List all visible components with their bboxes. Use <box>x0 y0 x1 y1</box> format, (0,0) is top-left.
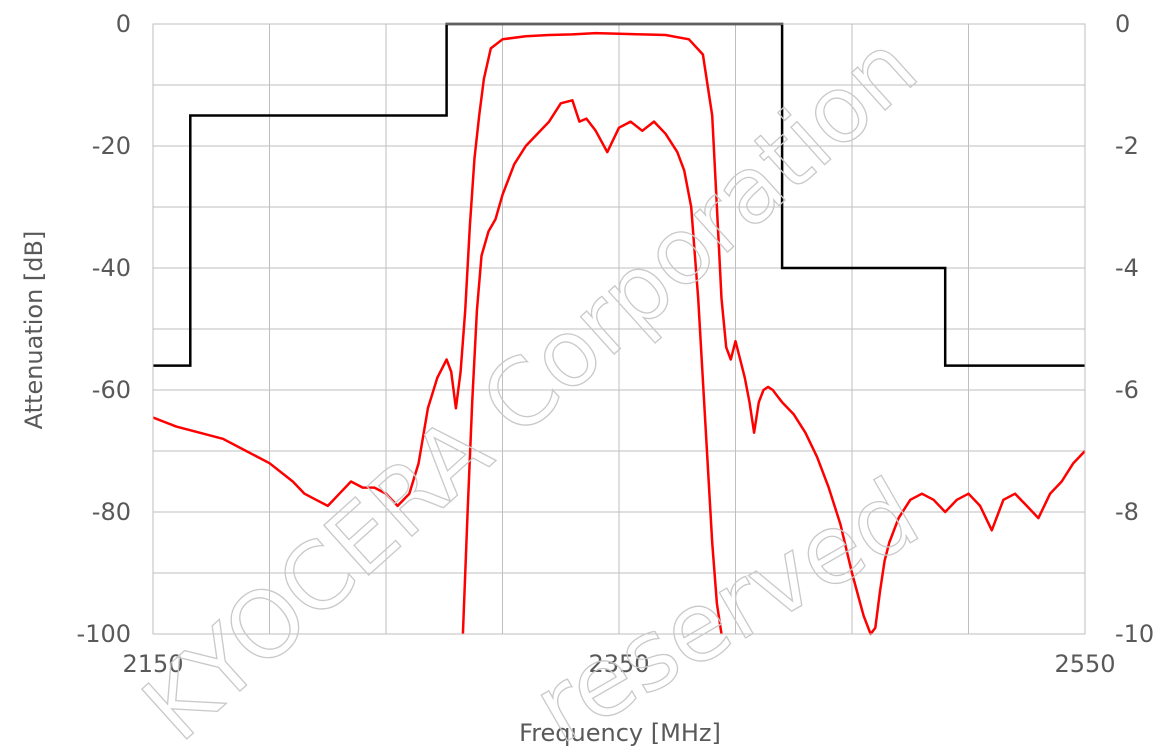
watermark-text-2: reserved <box>516 457 937 754</box>
y-tick-label: -60 <box>92 376 131 404</box>
watermark-text-1: KYOCERA Corporation <box>123 13 937 754</box>
x-axis-label: Frequency [MHz] <box>519 719 721 747</box>
y2-tick-label: -10 <box>1115 620 1154 648</box>
plot-border <box>152 23 1086 635</box>
y2-axis-ticks: 0 -2 -4 -6 -8 -10 <box>1115 10 1154 648</box>
y-tick-label: -20 <box>92 132 131 160</box>
y-tick-label: -100 <box>77 620 131 648</box>
y2-tick-label: -2 <box>1115 132 1139 160</box>
y-axis-ticks: 0 -20 -40 -60 -80 -100 <box>77 10 131 648</box>
x-tick-label: 2350 <box>588 650 649 678</box>
y2-tick-label: 0 <box>1115 10 1130 38</box>
series-lines <box>152 31 1086 636</box>
y2-tick-label: -8 <box>1115 498 1139 526</box>
watermark: KYOCERA Corporation reserved <box>122 13 937 754</box>
passband-line <box>461 99 723 635</box>
attenuation-line <box>152 31 1086 636</box>
y-tick-label: -80 <box>92 498 131 526</box>
plot-frame <box>152 23 1086 635</box>
x-tick-label: 2550 <box>1054 650 1115 678</box>
y-tick-label: -40 <box>92 254 131 282</box>
y-axis-label: Attenuation [dB] <box>20 231 48 430</box>
y2-tick-label: -4 <box>1115 254 1139 282</box>
x-tick-label: 2150 <box>122 650 183 678</box>
y-tick-label: 0 <box>116 10 131 38</box>
y2-tick-label: -6 <box>1115 376 1139 404</box>
x-axis-ticks: 2150 2350 2550 <box>122 650 1115 678</box>
